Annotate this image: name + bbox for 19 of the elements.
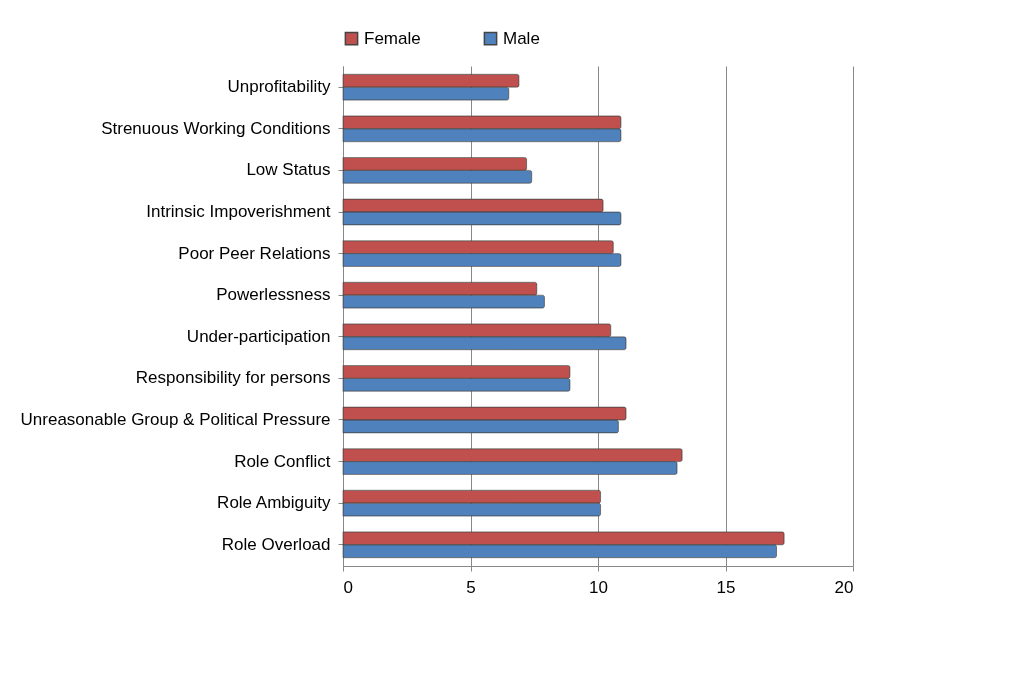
y-tick-label: Unreasonable Group & Political Pressure [20, 409, 331, 429]
y-tick-label: Role Conflict [234, 451, 331, 471]
x-tick-label: 15 [716, 577, 736, 597]
legend-label: Male [503, 28, 540, 48]
y-tick-label: Under-participation [186, 326, 331, 346]
y-tick-label: Role Overload [221, 534, 331, 554]
y-tick-label: Role Ambiguity [217, 493, 331, 513]
x-tick-label: 10 [589, 577, 608, 597]
y-tick-label: Responsibility for persons [135, 368, 331, 388]
y-tick-label: Unprofitability [227, 77, 331, 97]
x-tick-label: 0 [343, 577, 353, 597]
legend-label: Female [364, 28, 421, 48]
y-tick-label: Strenuous Working Conditions [101, 118, 331, 138]
y-tick-label: Intrinsic Impoverishment [146, 202, 331, 222]
y-tick-label: Powerlessness [216, 285, 331, 305]
x-tick-label: 20 [834, 577, 854, 597]
y-tick-label: Poor Peer Relations [178, 243, 331, 263]
y-tick-label: Low Status [246, 160, 331, 180]
x-tick-label: 5 [466, 577, 476, 597]
